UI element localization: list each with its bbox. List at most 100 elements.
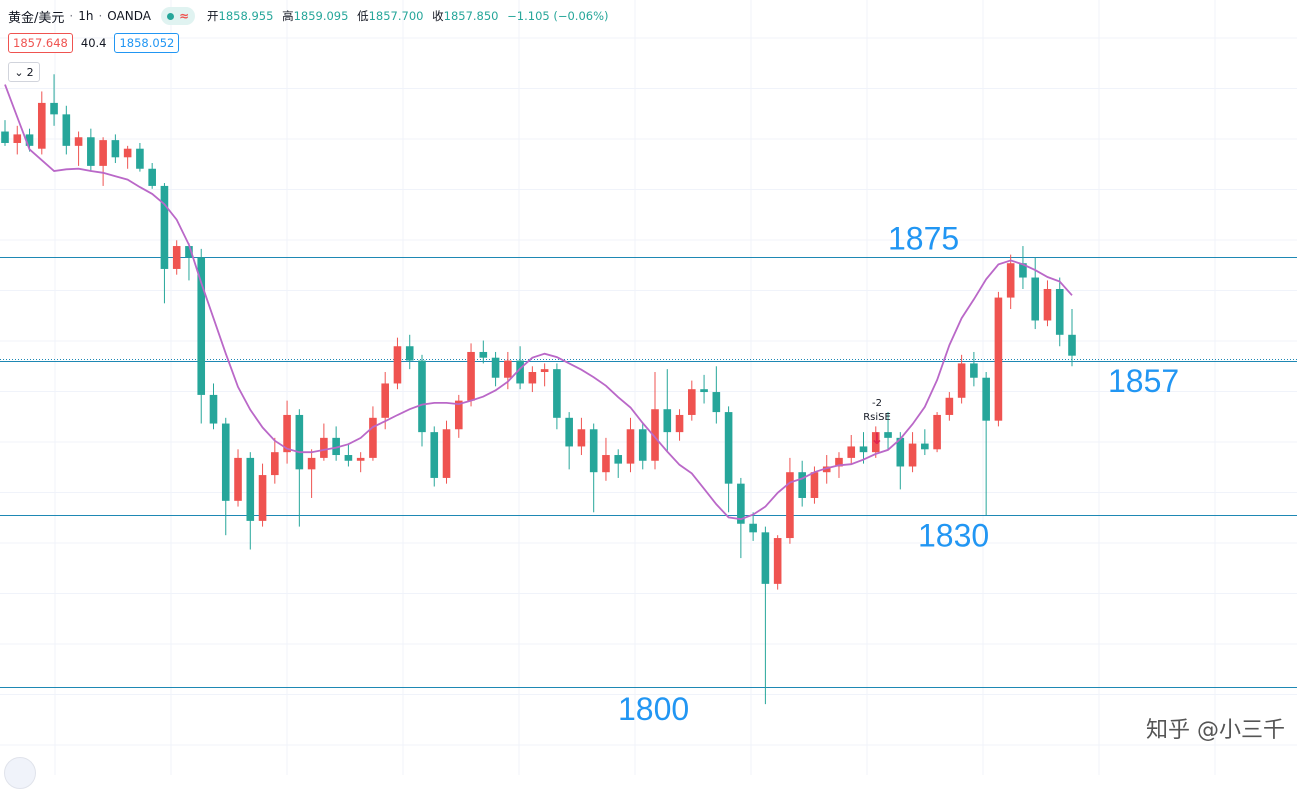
candle	[1019, 246, 1027, 289]
horizontal-levels	[0, 257, 1297, 688]
candle-body	[185, 246, 193, 258]
candle	[258, 463, 267, 527]
candle	[320, 423, 328, 461]
candle-body	[1019, 263, 1027, 278]
candle-body	[761, 532, 770, 584]
candle-body	[982, 377, 990, 421]
candle	[970, 351, 978, 387]
candle	[148, 163, 156, 189]
indicators-toggle-button[interactable]: ⌄ 2	[8, 62, 40, 82]
candle	[859, 432, 868, 464]
candle-body	[430, 432, 439, 478]
candle-body	[234, 457, 242, 501]
candle-body	[957, 363, 966, 398]
candle	[307, 449, 316, 498]
candle	[62, 105, 71, 155]
candle-body	[136, 148, 144, 169]
symbol-name[interactable]: 黄金/美元	[8, 10, 65, 26]
candle-body	[209, 394, 218, 424]
candle	[908, 432, 917, 473]
candle-body	[504, 360, 512, 378]
candle-body	[638, 429, 647, 461]
candle-body	[516, 360, 524, 384]
candle-body	[577, 429, 586, 447]
candle-body	[221, 423, 230, 501]
candle-body	[798, 472, 806, 498]
candle-body	[847, 446, 856, 458]
candle	[467, 343, 475, 407]
sell-arrow-icon: ↓	[870, 429, 883, 448]
candle-body	[871, 432, 880, 453]
candle	[344, 443, 353, 467]
candle-body	[87, 137, 95, 166]
candle	[504, 351, 512, 390]
candle	[393, 337, 402, 390]
candle-body	[148, 168, 156, 186]
rsi-signal-marker: -2 RsiSE ↓	[863, 398, 891, 448]
candle	[822, 455, 831, 484]
candle	[884, 412, 892, 450]
candle	[786, 457, 794, 544]
candle	[1, 120, 9, 146]
candle-body	[663, 409, 672, 433]
candle-body	[418, 360, 426, 433]
candle-body	[25, 134, 34, 146]
candle-body	[553, 369, 561, 418]
candle	[246, 452, 255, 550]
candle	[663, 369, 672, 453]
candle	[37, 91, 46, 155]
candle	[749, 512, 757, 541]
candle	[405, 334, 414, 370]
buy-price-button[interactable]: 1858.052	[114, 33, 180, 53]
level-label-1830: 1830	[918, 517, 989, 553]
candle	[1043, 280, 1052, 327]
ohlc-values: 开1858.955 高1859.095 低1857.700 收1857.850 …	[207, 8, 608, 24]
candle-body	[405, 346, 414, 361]
sell-price-button[interactable]: 1857.648	[8, 33, 73, 53]
candle	[87, 128, 95, 172]
candle	[283, 400, 291, 464]
candle	[430, 426, 439, 487]
candle-body	[921, 443, 929, 450]
candle-body	[822, 466, 831, 473]
candle	[651, 372, 659, 470]
candle-body	[467, 351, 475, 401]
market-open-dot-icon	[166, 12, 174, 20]
signal-value-label: -2	[872, 398, 882, 409]
open-value: 1858.955	[218, 9, 274, 23]
candle	[614, 449, 623, 478]
candle-body	[393, 346, 402, 384]
level-label-1875: 1875	[888, 220, 959, 256]
timeframe-label[interactable]: 1h	[78, 9, 94, 23]
candle-body	[344, 455, 353, 461]
candle-body	[1043, 288, 1052, 321]
candle	[442, 420, 451, 484]
candle	[1006, 254, 1015, 310]
market-status-badge[interactable]: ≈	[160, 7, 196, 25]
candle-body	[994, 297, 1003, 421]
candle-body	[271, 452, 279, 476]
candle-body	[589, 429, 598, 473]
candle-body	[295, 414, 304, 470]
candle-body	[651, 409, 659, 461]
candle-body	[369, 417, 377, 458]
level-label-1857: 1857	[1108, 363, 1179, 399]
candle-body	[1068, 334, 1076, 356]
candle-body	[884, 432, 892, 438]
chart-settings-button[interactable]	[4, 757, 36, 789]
candle-body	[1006, 263, 1015, 298]
candle-body	[123, 148, 132, 158]
candle	[565, 412, 573, 470]
candle-body	[356, 457, 365, 461]
candle-body	[111, 140, 120, 158]
candle	[136, 142, 144, 172]
candle-body	[626, 429, 635, 464]
candle-body	[724, 412, 733, 484]
candle-body	[528, 372, 537, 384]
candle-body	[258, 475, 267, 521]
candle	[221, 417, 230, 536]
candle-body	[99, 140, 107, 166]
candle-body	[13, 134, 22, 143]
